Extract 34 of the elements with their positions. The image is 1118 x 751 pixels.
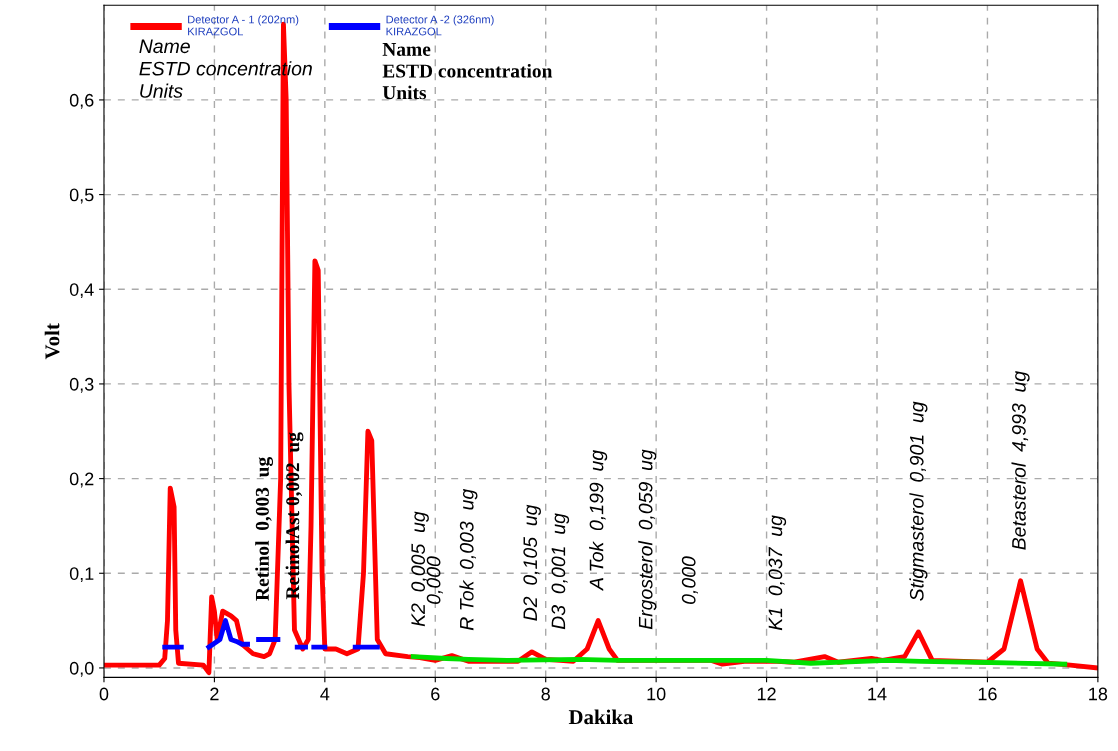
- annotation: Stigmasterol 0,901 ug: [909, 401, 928, 601]
- annotation: D2 0,105 ug: [523, 504, 541, 621]
- annotation: Name ESTD concentration Units: [382, 42, 553, 100]
- y-tick-label: 0,5: [69, 188, 94, 204]
- x-tick-label: 0: [99, 687, 109, 701]
- y-tick-label: 0,1: [69, 567, 94, 583]
- x-tick-label: 12: [757, 687, 776, 701]
- annotation: K1 0,037 ug: [768, 515, 787, 631]
- x-tick-label: 2: [210, 687, 219, 701]
- y-tick-label: 0,3: [69, 377, 94, 393]
- x-tick-label: 10: [647, 687, 666, 701]
- y-tick-label: 0,6: [69, 93, 94, 109]
- legend-label: Detector A -2 (326nm) KIRAZGOL: [386, 15, 494, 36]
- x-tick-label: 18: [1089, 687, 1108, 701]
- annotation: A Tok 0,199 ug: [589, 450, 608, 592]
- annotation: Betasterol 4,993 ug: [1011, 371, 1030, 550]
- x-tick-label: 4: [320, 687, 330, 701]
- annotation: RetinolAst 0,002 ug: [285, 432, 304, 600]
- annotation: Ergosterol 0,059 ug: [638, 449, 657, 630]
- annotation: 0,000: [681, 556, 698, 604]
- annotation: R Tok 0,003 ug: [459, 488, 478, 631]
- line-series: [410, 654, 1068, 667]
- legend-label: Detector A - 1 (202nm) KIRAZGOL: [188, 15, 299, 36]
- x-tick-label: 14: [868, 687, 887, 701]
- y-tick-label: 0,2: [69, 472, 94, 488]
- y-tick-label: 0,0: [69, 661, 94, 677]
- x-axis-title: Dakika: [568, 709, 634, 725]
- x-tick-label: 16: [978, 687, 997, 701]
- annotation: Retinol 0,003 ug: [255, 456, 273, 601]
- annotation: D3 0,001 ug: [551, 513, 570, 630]
- x-tick-label: 8: [541, 687, 550, 701]
- y-tick-label: 0,4: [69, 283, 94, 299]
- y-axis-title: Volt: [44, 323, 60, 360]
- x-tick-label: 6: [431, 687, 440, 701]
